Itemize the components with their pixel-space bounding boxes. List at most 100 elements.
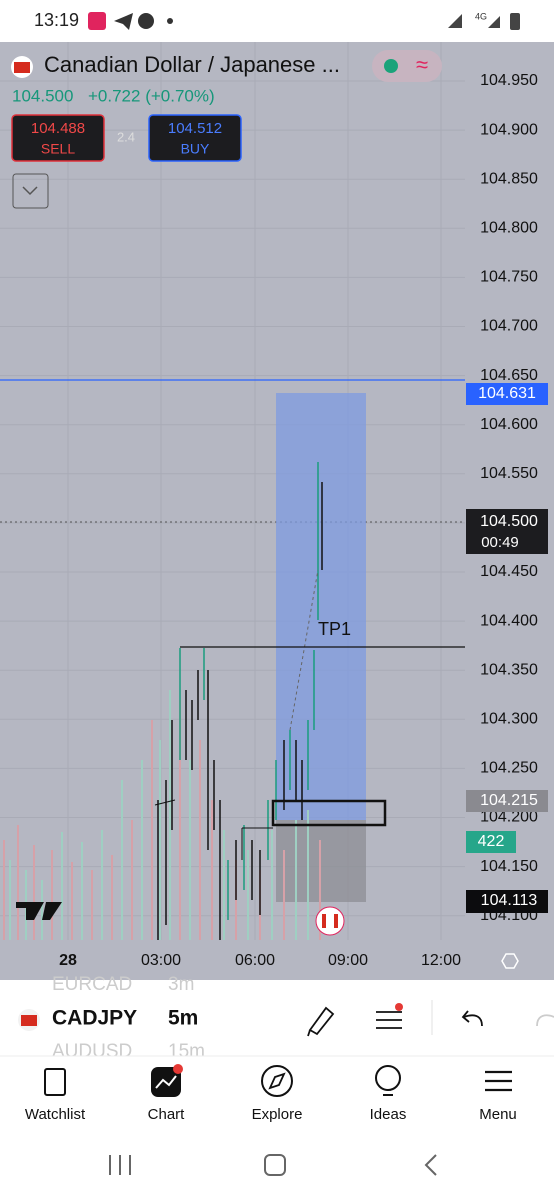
symbol-title[interactable]: Canadian Dollar / Japanese ... <box>44 52 340 77</box>
volume-tag <box>466 831 516 853</box>
nav-label[interactable]: Menu <box>479 1106 517 1123</box>
line-price: 104.631 <box>478 385 536 402</box>
candles <box>157 462 323 940</box>
dot-icon <box>167 18 173 24</box>
time-axis-labels: 28 03:00 06:00 09:00 12:00 <box>59 952 461 969</box>
market-open-dot <box>384 59 398 73</box>
last-price: 104.500 <box>12 86 73 105</box>
sell-label: SELL <box>41 141 75 157</box>
battery-icon <box>510 13 520 30</box>
signal-icon <box>448 14 462 28</box>
wave-icon: ≈ <box>416 52 428 77</box>
settings-icon[interactable] <box>501 953 519 969</box>
price-label: 104.750 <box>480 269 538 286</box>
undo-icon[interactable] <box>461 1010 483 1027</box>
nav-label[interactable]: Watchlist <box>25 1106 86 1123</box>
line-price-tag <box>466 383 548 405</box>
price-label: 104.550 <box>480 465 538 482</box>
entry-box <box>271 799 387 827</box>
time-label: 09:00 <box>328 952 368 969</box>
home-button[interactable] <box>264 1154 286 1176</box>
interval[interactable]: 5m <box>168 1007 198 1030</box>
ideas-icon[interactable] <box>375 1065 401 1091</box>
symbol-above: EURCAD <box>52 974 132 995</box>
redo-icon[interactable] <box>536 1014 554 1027</box>
sell-price: 104.488 <box>31 120 85 137</box>
notification-dot <box>173 1064 183 1074</box>
price-label: 104.850 <box>480 170 538 187</box>
signal-icon <box>488 16 500 28</box>
back-button[interactable] <box>424 1154 437 1176</box>
status-time: 13:19 <box>34 10 79 30</box>
tp1-label: TP1 <box>318 619 351 639</box>
entry-price-tag <box>466 790 548 812</box>
recents-button[interactable] <box>109 1155 131 1175</box>
volume-bars <box>3 690 321 940</box>
price-label: 104.650 <box>480 367 538 384</box>
price-label: 104.450 <box>480 563 538 580</box>
structure-lines <box>154 799 273 860</box>
stop-price-tag <box>466 890 548 913</box>
price-label: 104.300 <box>480 711 538 728</box>
price-label: 104.600 <box>480 416 538 433</box>
explore-icon[interactable] <box>261 1065 293 1097</box>
app-icon <box>88 12 106 30</box>
notification-dot <box>395 1003 403 1011</box>
chevron <box>22 186 38 196</box>
countdown: 00:49 <box>481 534 519 551</box>
symbol-flag <box>14 62 30 73</box>
symbol-flag <box>21 1015 37 1026</box>
buy-label: BUY <box>181 141 210 157</box>
price-label: 104.150 <box>480 858 538 875</box>
chart-icon-line <box>155 1075 177 1089</box>
time-label: 03:00 <box>141 952 181 969</box>
draw-icon[interactable] <box>307 1006 335 1037</box>
nav-labels: Watchlist Chart Explore Ideas Menu <box>25 1106 517 1123</box>
price-change: +0.722 (+0.70%) <box>88 86 215 105</box>
price-label: 104.950 <box>480 72 538 89</box>
network-label: 4G <box>475 11 487 21</box>
price-label: 104.400 <box>480 612 538 629</box>
indicators-icon[interactable] <box>376 1011 402 1029</box>
status-bar <box>0 0 554 42</box>
last-price-tag <box>466 509 548 554</box>
snap-icon <box>138 13 154 29</box>
status-pill[interactable] <box>372 50 442 82</box>
toolbar <box>0 980 554 1056</box>
spread: 2.4 <box>117 129 135 144</box>
price-label: 104.900 <box>480 121 538 138</box>
time-axis <box>0 940 554 980</box>
grid <box>0 42 465 940</box>
price-label: 104.350 <box>480 661 538 678</box>
stop-price: 104.113 <box>481 892 538 909</box>
volume-value: 422 <box>478 833 505 850</box>
telegram-icon <box>114 13 133 30</box>
time-label: 12:00 <box>421 952 461 969</box>
nav-label[interactable]: Chart <box>148 1106 186 1123</box>
time-label: 28 <box>59 952 77 969</box>
profit-zone <box>276 393 366 820</box>
price-label: 104.800 <box>480 220 538 237</box>
bottom-nav <box>0 1056 554 1140</box>
compass-needle <box>268 1072 286 1090</box>
sell-button[interactable] <box>11 114 105 162</box>
price-label: 104.200 <box>480 809 538 826</box>
buy-price: 104.512 <box>168 120 222 137</box>
price-label: 104.700 <box>480 318 538 335</box>
nav-label[interactable]: Ideas <box>370 1106 407 1123</box>
system-nav <box>0 1140 554 1200</box>
buy-button[interactable] <box>148 114 242 162</box>
menu-icon[interactable] <box>485 1070 512 1092</box>
symbol[interactable]: CADJPY <box>52 1007 137 1030</box>
expand-button[interactable] <box>12 173 49 209</box>
last-price-tag-value: 104.500 <box>480 513 538 530</box>
entry-price: 104.215 <box>480 792 538 809</box>
nav-label[interactable]: Explore <box>252 1106 303 1123</box>
price-label: 104.250 <box>480 760 538 777</box>
interval-above: 3m <box>168 974 194 995</box>
watchlist-icon[interactable] <box>44 1068 66 1096</box>
flag-badge <box>326 914 334 928</box>
time-label: 06:00 <box>235 952 275 969</box>
